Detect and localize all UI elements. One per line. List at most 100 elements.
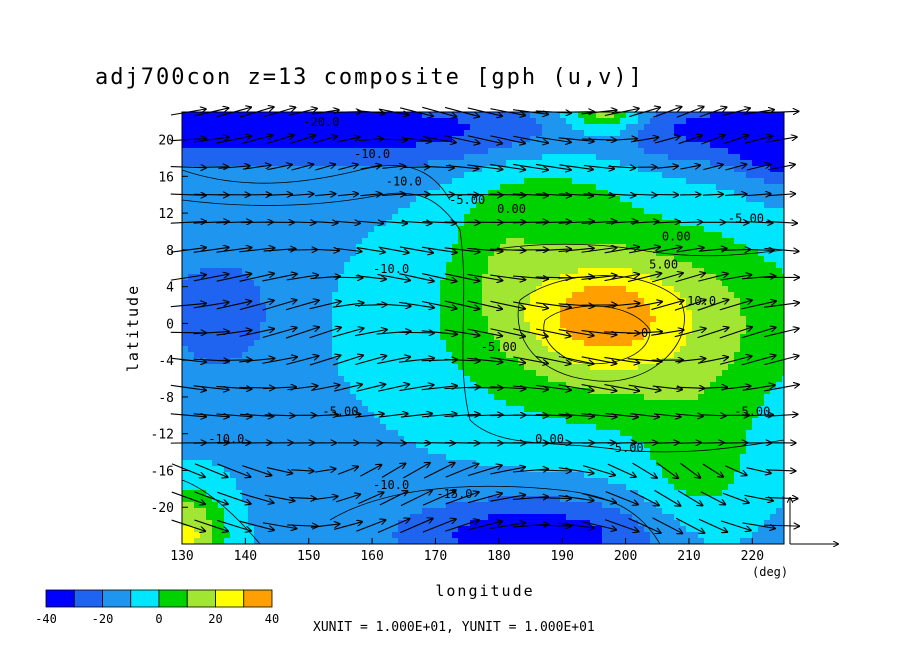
heat-cell (284, 418, 291, 425)
heat-cell (506, 298, 513, 305)
heat-cell (290, 154, 297, 161)
heat-cell (500, 484, 507, 491)
heat-cell (194, 328, 201, 335)
heat-cell (230, 286, 237, 293)
heat-cell (578, 448, 585, 455)
heat-cell (422, 262, 429, 269)
heat-cell (392, 496, 399, 503)
heat-cell (296, 244, 303, 251)
heat-cell (386, 496, 393, 503)
heat-cell (218, 442, 225, 449)
heat-cell (416, 352, 423, 359)
heat-cell (254, 166, 261, 173)
heat-cell (542, 526, 549, 533)
heat-cell (278, 130, 285, 137)
heat-cell (494, 340, 501, 347)
heat-cell (518, 220, 525, 227)
heat-cell (224, 514, 231, 521)
heat-cell (524, 442, 531, 449)
heat-cell (314, 124, 321, 131)
heat-cell (554, 364, 561, 371)
heat-cell (200, 508, 207, 515)
heat-cell (590, 538, 597, 544)
heat-cell (464, 286, 471, 293)
heat-cell (368, 436, 375, 443)
heat-cell (362, 292, 369, 299)
heat-cell (500, 220, 507, 227)
heat-cell (248, 418, 255, 425)
heat-cell (236, 304, 243, 311)
heat-cell (224, 118, 231, 125)
heat-cell (410, 286, 417, 293)
heat-cell (392, 538, 399, 544)
heat-cell (518, 238, 525, 245)
heat-cell (260, 250, 267, 257)
heat-cell (482, 190, 489, 197)
heat-cell (368, 268, 375, 275)
heat-cell (524, 214, 531, 221)
heat-cell (440, 532, 447, 539)
heat-cell (188, 340, 195, 347)
heat-cell (188, 478, 195, 485)
heat-cell (368, 346, 375, 353)
heat-cell (362, 502, 369, 509)
heat-cell (182, 148, 189, 155)
heat-cell (524, 118, 531, 125)
heat-cell (236, 148, 243, 155)
heat-cell (308, 526, 315, 533)
heat-cell (224, 226, 231, 233)
heat-cell (398, 232, 405, 239)
heat-cell (440, 154, 447, 161)
heat-cell (314, 250, 321, 257)
heat-cell (440, 520, 447, 527)
heat-cell (404, 478, 411, 485)
heat-cell (374, 178, 381, 185)
heat-cell (410, 502, 417, 509)
heat-cell (308, 502, 315, 509)
heat-cell (284, 478, 291, 485)
heat-cell (398, 370, 405, 377)
heat-cell (560, 376, 567, 383)
heat-cell (464, 448, 471, 455)
heat-cell (548, 424, 555, 431)
heat-cell (374, 502, 381, 509)
heat-cell (314, 118, 321, 125)
heat-cell (404, 424, 411, 431)
heat-cell (290, 448, 297, 455)
heat-cell (536, 280, 543, 287)
heat-cell (374, 448, 381, 455)
heat-cell (464, 388, 471, 395)
heat-cell (554, 238, 561, 245)
heat-cell (392, 148, 399, 155)
heat-cell (518, 310, 525, 317)
heat-cell (272, 196, 279, 203)
heat-cell (242, 208, 249, 215)
heat-cell (488, 478, 495, 485)
heat-cell (452, 514, 459, 521)
heat-cell (212, 526, 219, 533)
heat-cell (218, 346, 225, 353)
heat-cell (296, 352, 303, 359)
heat-cell (374, 322, 381, 329)
heat-cell (374, 364, 381, 371)
heat-cell (344, 142, 351, 149)
heat-cell (536, 160, 543, 167)
heat-cell (230, 154, 237, 161)
heat-cell (464, 244, 471, 251)
heat-cell (428, 292, 435, 299)
heat-cell (362, 220, 369, 227)
heat-cell (326, 520, 333, 527)
heat-cell (194, 226, 201, 233)
heat-cell (434, 364, 441, 371)
heat-cell (392, 256, 399, 263)
heat-cell (434, 352, 441, 359)
heat-cell (434, 340, 441, 347)
heat-cell (488, 226, 495, 233)
heat-cell (446, 280, 453, 287)
heat-cell (362, 142, 369, 149)
heat-cell (326, 538, 333, 544)
heat-cell (488, 526, 495, 533)
heat-cell (356, 370, 363, 377)
heat-cell (182, 232, 189, 239)
heat-cell (512, 256, 519, 263)
